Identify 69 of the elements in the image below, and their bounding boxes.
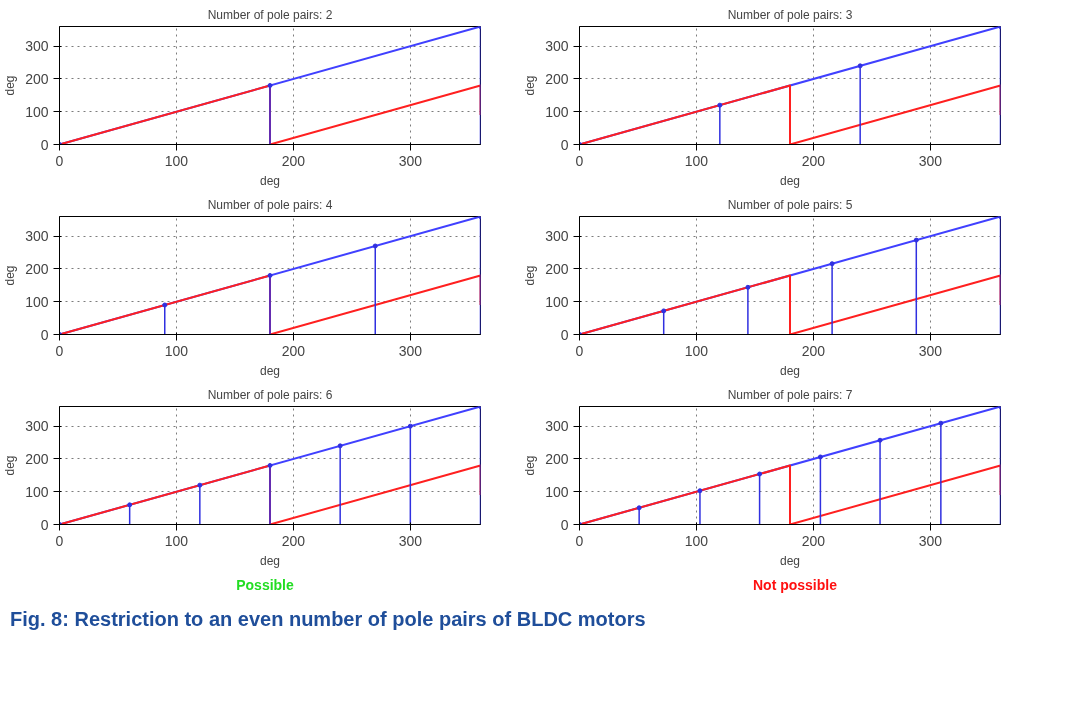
y-tick-label: 100 xyxy=(545,293,569,310)
x-axis-title: deg xyxy=(259,553,281,568)
y-axis-title: deg xyxy=(3,455,18,476)
caption: Fig. 8: Restriction to an even number of pole pairs of BLDC motors xyxy=(10,607,646,632)
y-tick-label: 0 xyxy=(560,326,569,343)
y-axis-title: deg xyxy=(523,265,538,286)
y-axis-title: deg xyxy=(523,75,538,96)
x-axis-title: deg xyxy=(779,173,801,188)
x-tick-label: 300 xyxy=(918,532,943,549)
y-tick-label: 200 xyxy=(545,70,569,87)
y-tick-label: 0 xyxy=(560,516,569,533)
x-tick-label: 0 xyxy=(575,152,584,169)
y-tick-label: 200 xyxy=(25,70,49,87)
x-tick-label: 300 xyxy=(398,342,423,359)
x-tick-label: 0 xyxy=(55,532,64,549)
x-tick-label: 200 xyxy=(281,152,306,169)
x-tick-label: 100 xyxy=(164,152,189,169)
x-tick-label: 200 xyxy=(801,152,826,169)
x-tick-label: 100 xyxy=(684,342,709,359)
y-tick-label: 0 xyxy=(40,326,49,343)
y-axis-title: deg xyxy=(3,75,18,96)
y-tick-label: 300 xyxy=(545,228,569,245)
y-tick-label: 0 xyxy=(40,516,49,533)
y-tick-label: 100 xyxy=(25,293,49,310)
chart-title: Number of pole pairs: 7 xyxy=(727,387,853,402)
y-tick-label: 100 xyxy=(25,483,49,500)
text: Possible xyxy=(236,576,294,595)
y-axis-title: deg xyxy=(3,265,18,286)
x-tick-label: 100 xyxy=(164,532,189,549)
x-tick-label: 200 xyxy=(801,532,826,549)
text: Not possible xyxy=(752,576,837,595)
x-tick-label: 300 xyxy=(918,342,943,359)
chart-title: Number of pole pairs: 6 xyxy=(207,387,333,402)
y-tick-label: 200 xyxy=(545,450,569,467)
y-tick-label: 300 xyxy=(545,418,569,435)
y-tick-label: 300 xyxy=(25,418,49,435)
chart-title: Number of pole pairs: 2 xyxy=(207,7,333,22)
x-tick-label: 0 xyxy=(55,342,64,359)
x-tick-label: 200 xyxy=(801,342,826,359)
x-tick-label: 0 xyxy=(575,532,584,549)
chart-title: Number of pole pairs: 3 xyxy=(727,7,853,22)
x-axis-title: deg xyxy=(259,173,281,188)
chart-title: Number of pole pairs: 4 xyxy=(207,197,333,212)
y-tick-label: 200 xyxy=(545,260,569,277)
chart-title: Number of pole pairs: 5 xyxy=(727,197,853,212)
x-tick-label: 100 xyxy=(164,342,189,359)
y-tick-label: 200 xyxy=(25,260,49,277)
x-tick-label: 100 xyxy=(684,532,709,549)
x-axis-title: deg xyxy=(779,553,801,568)
y-axis-title: deg xyxy=(523,455,538,476)
x-tick-label: 300 xyxy=(398,152,423,169)
x-axis-title: deg xyxy=(259,363,281,378)
y-tick-label: 300 xyxy=(25,228,49,245)
y-tick-label: 300 xyxy=(545,38,569,55)
y-tick-label: 200 xyxy=(25,450,49,467)
x-tick-label: 0 xyxy=(55,152,64,169)
y-tick-label: 300 xyxy=(25,38,49,55)
x-tick-label: 100 xyxy=(684,152,709,169)
x-tick-label: 0 xyxy=(575,342,584,359)
x-tick-label: 200 xyxy=(281,532,306,549)
x-axis-title: deg xyxy=(779,363,801,378)
y-tick-label: 100 xyxy=(25,103,49,120)
x-tick-label: 200 xyxy=(281,342,306,359)
y-tick-label: 100 xyxy=(545,483,569,500)
x-tick-label: 300 xyxy=(918,152,943,169)
x-tick-label: 300 xyxy=(398,532,423,549)
y-tick-label: 0 xyxy=(560,136,569,153)
y-tick-label: 100 xyxy=(545,103,569,120)
y-tick-label: 0 xyxy=(40,136,49,153)
